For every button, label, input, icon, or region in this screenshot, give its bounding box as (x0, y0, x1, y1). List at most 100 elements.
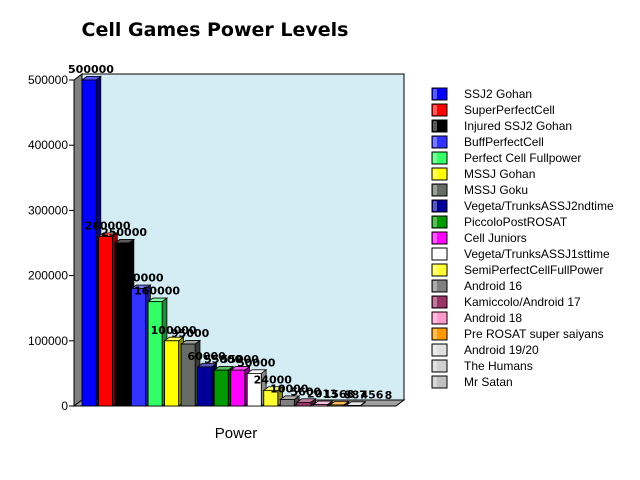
legend-swatch-highlight (433, 169, 437, 179)
legend-entry: Vegeta/TrunksASSJ2ndtime (431, 199, 614, 213)
legend-swatch-highlight (433, 137, 437, 147)
legend-label: Android 16 (464, 279, 522, 293)
bar (213, 365, 235, 407)
bar-front (346, 405, 361, 407)
legend-swatch (431, 135, 448, 149)
bar (328, 400, 350, 407)
legend-swatch-highlight (433, 313, 437, 323)
legend-entry: MSSJ Gohan (431, 167, 535, 181)
legend-label: SemiPerfectCellFullPower (464, 263, 603, 277)
bar (229, 365, 251, 407)
legend-label: Android 19/20 (464, 343, 539, 357)
legend-entry: Vegeta/TrunksASSJ1sttime (431, 247, 610, 261)
bar-front (312, 404, 328, 407)
legend-label: MSSJ Goku (464, 183, 528, 197)
legend-swatch (431, 231, 448, 245)
bar-front (180, 343, 196, 407)
legend-entry: SSJ2 Gohan (431, 87, 532, 101)
bar (345, 401, 367, 407)
bar (80, 75, 103, 407)
x-axis-label: Power (215, 425, 258, 442)
legend-swatch-highlight (433, 185, 437, 195)
bar (130, 284, 152, 407)
legend-swatch-highlight (433, 249, 437, 259)
bar (179, 339, 202, 407)
legend-label: Injured SSJ2 Gohan (464, 119, 572, 133)
legend-swatch (431, 359, 448, 373)
legend-swatch-highlight (433, 281, 437, 291)
data-label: 55000 (221, 353, 260, 366)
bar-front (114, 242, 130, 407)
bar-front (131, 288, 146, 407)
y-tick-label: 200000 (28, 269, 68, 283)
legend-entry: Kamiccolo/Android 17 (431, 295, 581, 309)
legend-swatch (431, 311, 448, 325)
bar (312, 400, 334, 407)
legend-swatch (431, 167, 448, 181)
bar-front (147, 301, 163, 407)
data-label: 500000 (68, 63, 114, 76)
legend-label: SuperPerfectCell (464, 103, 555, 117)
legend-label: Android 18 (464, 311, 522, 325)
legend-swatch-highlight (433, 361, 437, 371)
legend-swatch-highlight (433, 345, 437, 355)
legend-swatch (431, 215, 448, 229)
bar-front (246, 372, 262, 407)
legend-swatch (431, 295, 448, 309)
legend-label: BuffPerfectCell (464, 135, 544, 149)
legend-entry: Android 16 (431, 279, 522, 293)
bar-front (98, 236, 113, 407)
data-label: 8 (385, 389, 393, 402)
legend-label: SSJ2 Gohan (464, 87, 532, 101)
bar-front (81, 79, 97, 407)
bar-front (296, 401, 312, 407)
data-label: 160000 (134, 285, 180, 298)
bar-front (279, 399, 295, 407)
legend-label: Kamiccolo/Android 17 (464, 295, 581, 309)
plot-left-wall (73, 73, 83, 407)
legend-swatch-highlight (433, 201, 437, 211)
legend-swatch-highlight (433, 377, 437, 387)
data-label: 50000 (237, 356, 276, 369)
legend-entry: BuffPerfectCell (431, 135, 544, 149)
legend-swatch (431, 119, 448, 133)
data-label: 100000 (151, 324, 197, 337)
y-tick-label: 100000 (28, 334, 68, 348)
legend-entry: Injured SSJ2 Gohan (431, 119, 572, 133)
data-label: 24000 (254, 373, 293, 386)
bar-front (329, 404, 345, 407)
legend-label: Pre ROSAT super saiyans (464, 327, 604, 341)
data-label: 60000 (188, 350, 227, 363)
legend-swatch (431, 327, 448, 341)
legend-swatch (431, 199, 448, 213)
legend-swatch (431, 103, 448, 117)
legend-entry: Mr Satan (431, 375, 513, 389)
legend-swatch (431, 151, 448, 165)
data-label: 180000 (118, 272, 164, 285)
y-tick-label: 500000 (28, 73, 68, 87)
legend-label: Mr Satan (464, 375, 513, 389)
legend-swatch (431, 343, 448, 357)
legend-swatch-highlight (433, 105, 437, 115)
legend-entry: SemiPerfectCellFullPower (431, 263, 603, 277)
bars (80, 75, 367, 407)
legend-swatch (431, 263, 448, 277)
legend-label: Vegeta/TrunksASSJ2ndtime (464, 199, 614, 213)
legend: SSJ2 Gohan SuperPerfectCell Injured SSJ2 G… (431, 87, 614, 389)
data-label: 887 (344, 388, 367, 401)
legend-swatch (431, 279, 448, 293)
bar-front (213, 369, 229, 407)
y-tick-label: 0 (61, 399, 68, 413)
legend-label: PiccoloPostROSAT (464, 215, 568, 229)
legend-label: The Humans (464, 359, 533, 373)
legend-label: Cell Juniors (464, 231, 527, 245)
y-axis: 0 100000 200000 300000 400000 500000 (28, 73, 75, 413)
data-label: 2013 (307, 388, 338, 401)
bar (113, 238, 136, 407)
data-label: 55000 (204, 353, 243, 366)
legend-swatch-highlight (433, 217, 437, 227)
bar (295, 397, 317, 407)
data-label: 456 (360, 389, 383, 402)
legend-swatch-highlight (433, 233, 437, 243)
